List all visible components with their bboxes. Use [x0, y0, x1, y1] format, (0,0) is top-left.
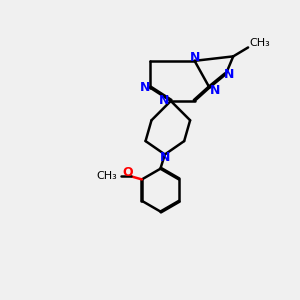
- Text: N: N: [210, 84, 220, 97]
- Text: CH₃: CH₃: [97, 172, 118, 182]
- Text: N: N: [224, 68, 234, 81]
- Text: O: O: [122, 167, 133, 179]
- Text: N: N: [159, 94, 169, 107]
- Text: N: N: [190, 51, 200, 64]
- Text: N: N: [140, 81, 150, 94]
- Text: N: N: [160, 151, 170, 164]
- Text: CH₃: CH₃: [250, 38, 270, 48]
